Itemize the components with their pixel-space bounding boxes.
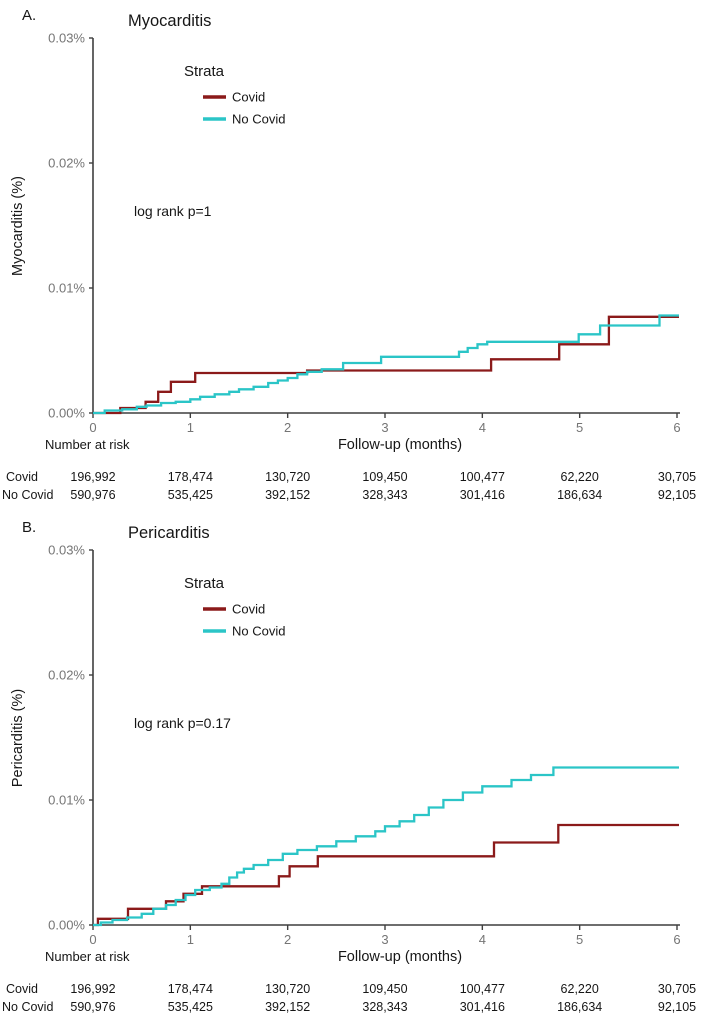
y-axis-tick-label: 0.01% bbox=[48, 793, 85, 808]
y-axis-title: Pericarditis (%) bbox=[10, 689, 26, 787]
risk-row-label: Covid bbox=[6, 982, 38, 996]
panel-label: A. bbox=[22, 7, 36, 24]
y-axis-tick-label: 0.02% bbox=[48, 156, 85, 171]
risk-value: 535,425 bbox=[168, 1000, 213, 1014]
risk-value: 392,152 bbox=[265, 1000, 310, 1014]
risk-value: 92,105 bbox=[658, 1000, 696, 1014]
risk-value: 196,992 bbox=[70, 470, 115, 484]
y-axis-tick-label: 0.00% bbox=[48, 406, 85, 421]
log-rank-annotation: log rank p=1 bbox=[134, 203, 212, 219]
panel-a-myocarditis: A. Myocarditis 0.00% 0.01% 0.02% 0.03% 0 1 2 3 4 5 6… bbox=[2, 7, 696, 502]
risk-value: 130,720 bbox=[265, 470, 310, 484]
risk-value: 178,474 bbox=[168, 470, 213, 484]
y-axis-title: Myocarditis (%) bbox=[10, 176, 26, 276]
legend-title: Strata bbox=[184, 63, 225, 80]
risk-value: 186,634 bbox=[557, 488, 602, 502]
risk-value: 590,976 bbox=[70, 1000, 115, 1014]
risk-value: 109,450 bbox=[362, 470, 407, 484]
risk-value: 178,474 bbox=[168, 982, 213, 996]
chart-title: Myocarditis bbox=[128, 12, 211, 30]
risk-value: 62,220 bbox=[561, 470, 599, 484]
risk-value: 100,477 bbox=[460, 470, 505, 484]
x-axis-tick-label: 3 bbox=[381, 932, 388, 947]
x-axis-tick-label: 1 bbox=[187, 932, 194, 947]
x-axis-tick-label: 2 bbox=[284, 932, 291, 947]
number-at-risk-header: Number at risk bbox=[45, 437, 130, 452]
risk-value: 392,152 bbox=[265, 488, 310, 502]
x-axis-tick-label: 4 bbox=[479, 932, 486, 947]
risk-value: 535,425 bbox=[168, 488, 213, 502]
risk-row-label: No Covid bbox=[2, 1000, 53, 1014]
legend-label: Covid bbox=[232, 602, 265, 617]
x-axis-tick-label: 6 bbox=[673, 420, 680, 435]
log-rank-annotation: log rank p=0.17 bbox=[134, 715, 231, 731]
x-axis-tick-label: 1 bbox=[187, 420, 194, 435]
series-line-covid bbox=[93, 823, 679, 927]
x-axis-tick-label: 2 bbox=[284, 420, 291, 435]
panel-label: B. bbox=[22, 519, 36, 536]
risk-row-label: Covid bbox=[6, 470, 38, 484]
x-axis-title: Follow-up (months) bbox=[338, 437, 462, 453]
x-axis-tick-label: 0 bbox=[89, 420, 96, 435]
legend-label: Covid bbox=[232, 90, 265, 105]
y-axis-tick-label: 0.00% bbox=[48, 918, 85, 933]
risk-value: 301,416 bbox=[460, 488, 505, 502]
risk-value: 186,634 bbox=[557, 1000, 602, 1014]
y-axis-tick-label: 0.03% bbox=[48, 31, 85, 46]
series-line-no-covid bbox=[93, 314, 679, 415]
risk-value: 92,105 bbox=[658, 488, 696, 502]
risk-value: 590,976 bbox=[70, 488, 115, 502]
risk-value: 100,477 bbox=[460, 982, 505, 996]
y-axis-tick-label: 0.03% bbox=[48, 543, 85, 558]
risk-row-label: No Covid bbox=[2, 488, 53, 502]
x-axis-tick-label: 4 bbox=[479, 420, 486, 435]
risk-value: 328,343 bbox=[362, 1000, 407, 1014]
legend-label: No Covid bbox=[232, 624, 285, 639]
x-axis-tick-label: 5 bbox=[576, 420, 583, 435]
risk-value: 30,705 bbox=[658, 470, 696, 484]
panel-b-pericarditis: B. Pericarditis 0.00% 0.01% 0.02% 0.03% 0 1 2 3 4 5… bbox=[2, 519, 696, 1014]
x-axis-title: Follow-up (months) bbox=[338, 949, 462, 965]
x-axis-tick-label: 0 bbox=[89, 932, 96, 947]
number-at-risk-header: Number at risk bbox=[45, 949, 130, 964]
x-axis-tick-label: 3 bbox=[381, 420, 388, 435]
risk-value: 109,450 bbox=[362, 982, 407, 996]
x-axis-tick-label: 5 bbox=[576, 932, 583, 947]
risk-value: 30,705 bbox=[658, 982, 696, 996]
legend-title: Strata bbox=[184, 575, 225, 592]
y-axis-tick-label: 0.02% bbox=[48, 668, 85, 683]
risk-value: 130,720 bbox=[265, 982, 310, 996]
legend-label: No Covid bbox=[232, 112, 285, 127]
chart-title: Pericarditis bbox=[128, 524, 210, 542]
risk-value: 328,343 bbox=[362, 488, 407, 502]
y-axis-tick-label: 0.01% bbox=[48, 281, 85, 296]
x-axis-tick-label: 6 bbox=[673, 932, 680, 947]
series-line-covid bbox=[93, 315, 679, 415]
risk-value: 62,220 bbox=[561, 982, 599, 996]
risk-value: 196,992 bbox=[70, 982, 115, 996]
risk-value: 301,416 bbox=[460, 1000, 505, 1014]
series-line-no-covid bbox=[93, 766, 679, 927]
